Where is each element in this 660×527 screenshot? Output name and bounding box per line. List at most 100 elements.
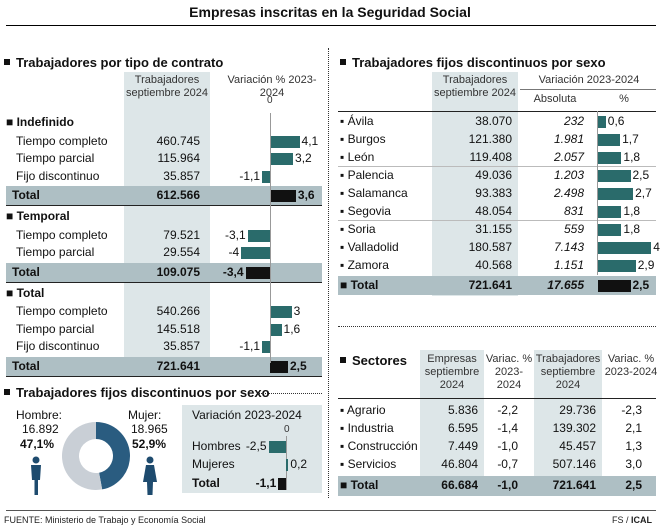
- sectores-section-title: Sectores: [340, 353, 407, 368]
- sectores-row-emp: 7.449: [447, 439, 478, 453]
- sectores-total-trabvar: 2,5: [625, 478, 642, 492]
- provincias-row-value: 93.383: [475, 186, 512, 200]
- provincias-row-abs: 7.143: [553, 240, 584, 254]
- provincias-total-label: ■ Total: [340, 278, 379, 292]
- contrato-var-bar: [270, 135, 300, 148]
- provincias-row-abs: 1.151: [553, 258, 584, 272]
- sectores-row-emp: 5.836: [447, 403, 478, 417]
- contrato-row-value: 460.745: [156, 133, 200, 148]
- provincias-pct-bar: [598, 242, 652, 254]
- contrato-section-title: Trabajadores por tipo de contrato: [4, 55, 223, 70]
- contrato-total-bar: [270, 360, 288, 373]
- provincias-pct-bar: [598, 152, 622, 164]
- contrato-zero-axis: [270, 113, 271, 363]
- provincias-row-abs: 2.498: [553, 186, 584, 200]
- contrato-var-label: -4: [228, 245, 240, 259]
- provincias-row-abs: 1.981: [553, 132, 584, 146]
- contrato-zero-label: 0: [267, 95, 273, 106]
- title-rule: [6, 25, 656, 26]
- provincias-row-label: ▪ Zamora: [340, 258, 389, 272]
- contrato-row-label: Tiempo parcial: [16, 245, 95, 259]
- provincias-row-value: 119.408: [469, 150, 513, 164]
- contrato-var-label: -3,1: [224, 227, 246, 242]
- sexo-section-title: Trabajadores fijos discontinuos por sexo: [4, 385, 270, 400]
- hombre-label: Hombre:: [16, 408, 63, 422]
- sectores-row-label: ▪ Servicios: [340, 457, 397, 471]
- male-figure-icon: [31, 456, 41, 495]
- contrato-col-var-header: Variación % 2023-2024: [227, 74, 317, 99]
- donut-slice-hombre: [96, 422, 130, 490]
- provincias-row-label: ▪ Ávila: [340, 114, 374, 128]
- provincias-row-label: ▪ Segovia: [340, 204, 391, 218]
- contrato-var-bar: [270, 306, 292, 318]
- provincias-row-label: ▪ Salamanca: [340, 186, 408, 200]
- contrato-total-rule: [6, 375, 322, 377]
- sectores-total-row: [338, 476, 656, 496]
- contrato-var-label: -1,1: [239, 168, 261, 183]
- contrato-row-label: Tiempo completo: [16, 227, 108, 242]
- contrato-row-value: 145.518: [156, 321, 200, 336]
- sectores-row-emp: 46.804: [441, 457, 478, 471]
- sectores-total-trab: 721.641: [552, 478, 596, 492]
- sectores-row-empvar: -2,2: [497, 403, 518, 417]
- contrato-var-label: 1,6: [283, 321, 301, 336]
- provincias-row-abs: 559: [563, 222, 584, 236]
- sexo-row-label: Hombres: [192, 439, 241, 453]
- contrato-total-row: [6, 356, 322, 376]
- provincias-row-value: 49.036: [475, 168, 512, 182]
- sectores-col-empvar-header: Variac. % 2023-2024: [485, 353, 533, 391]
- sectores-total-label: ■ Total: [340, 478, 379, 492]
- provincias-row-value: 48.054: [475, 204, 512, 218]
- provincias-row-label: ▪ Burgos: [340, 132, 386, 146]
- sectores-row-empvar: -1,0: [497, 439, 518, 453]
- provincias-row-value: 121.380: [468, 132, 512, 146]
- contrato-total-var-label: 3,6: [297, 188, 315, 202]
- sexo-zero-label: 0: [284, 424, 290, 435]
- contrato-var-label: 3,2: [295, 151, 312, 165]
- provincias-pct-bar: [598, 188, 634, 200]
- contrato-total-label: Total: [12, 358, 40, 373]
- provincias-row-abs: 232: [563, 114, 584, 128]
- contrato-total-label: Total: [12, 264, 40, 279]
- sexo-dotted-rule: [258, 393, 322, 394]
- credit-ical: ICAL: [631, 515, 653, 525]
- provincias-pct-label: 0,6: [607, 114, 625, 128]
- contrato-row-value: 35.857: [163, 168, 200, 183]
- sexo-var-panel: [182, 405, 322, 493]
- provincias-pct-bar: [598, 206, 622, 218]
- contrato-row-value: 79.521: [163, 227, 200, 242]
- sectores-row-trab: 29.736: [559, 403, 596, 417]
- sectores-col-trab-header: Trabajadores septiembre 2024: [535, 353, 601, 391]
- provincias-row-label: ▪ Palencia: [340, 168, 394, 182]
- provincias-total-pct-label: 2,5: [632, 278, 650, 292]
- provincias-total-bar: [598, 280, 631, 292]
- contrato-total-var-label: 2,5: [290, 358, 307, 373]
- sectores-total-emp: 66.684: [441, 478, 478, 492]
- provincias-pct-label: 1,7: [622, 132, 639, 146]
- sexo-var-label: -2,5: [245, 439, 267, 453]
- contrato-var-bar: [270, 323, 282, 336]
- column-divider: [328, 48, 329, 498]
- contrato-var-bar: [262, 170, 270, 183]
- provincias-pct-bar: [598, 260, 636, 272]
- sectores-row-trab: 507.146: [552, 457, 596, 471]
- provincias-total-row: [338, 276, 656, 295]
- sectores-row-trab: 139.302: [552, 421, 596, 435]
- provincias-group-rule: [338, 220, 656, 221]
- sectores-row-label: ▪ Agrario: [340, 403, 386, 417]
- provincias-total-abs: 17.655: [547, 278, 584, 292]
- provincias-pct-label: 1,8: [623, 222, 641, 236]
- provincias-col-value-header: Trabajadores septiembre 2024: [434, 74, 516, 99]
- provincias-row-value: 31.155: [475, 222, 512, 236]
- contrato-total-var-label: -3,4: [222, 264, 244, 279]
- donut-slice-mujer: [61, 422, 103, 490]
- sectores-total-empvar: -1,0: [497, 478, 518, 492]
- contrato-group-header: ■ Total: [6, 285, 45, 300]
- sectores-row-trab: 45.457: [559, 439, 596, 453]
- contrato-var-label: 3: [293, 304, 301, 318]
- contrato-row-label: Tiempo completo: [16, 133, 108, 148]
- page-title: Empresas inscritas en la Seguridad Socia…: [189, 4, 471, 20]
- sectores-row-trabvar: 2,1: [625, 421, 642, 435]
- sexo-total-label: Total: [192, 476, 220, 490]
- provincias-group-rule: [338, 166, 656, 167]
